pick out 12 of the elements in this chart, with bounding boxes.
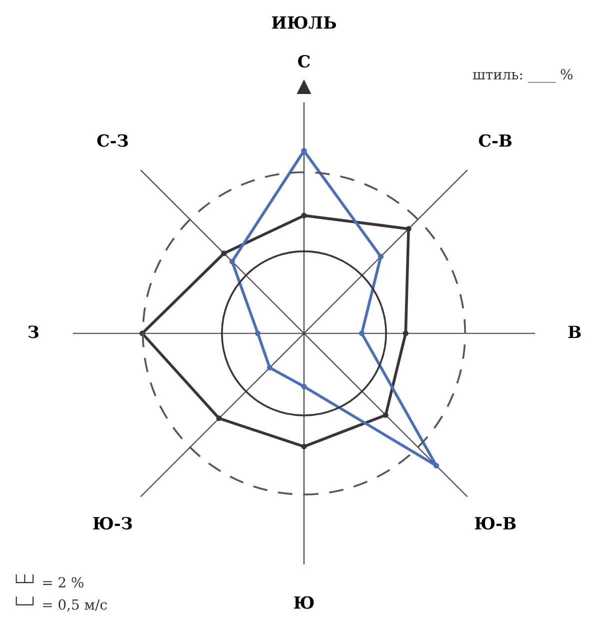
spoke-label: Ю-З	[93, 516, 132, 530]
spoke-label: Ю	[294, 596, 314, 609]
text: └┴┘ = 2 %	[16, 574, 84, 588]
spoke-label: В	[568, 326, 581, 338]
spoke-label: С-В	[478, 134, 512, 147]
text: штиль: ____ %	[473, 69, 572, 83]
chart-title: ИЮЛЬ	[272, 16, 336, 29]
spoke-label: С	[298, 54, 310, 68]
spoke-label: Ю-В	[474, 516, 516, 530]
spoke-label: С-З	[97, 134, 128, 147]
text: └─┘ = 0,5 м/с	[16, 596, 107, 612]
spoke-label: З	[28, 326, 38, 338]
